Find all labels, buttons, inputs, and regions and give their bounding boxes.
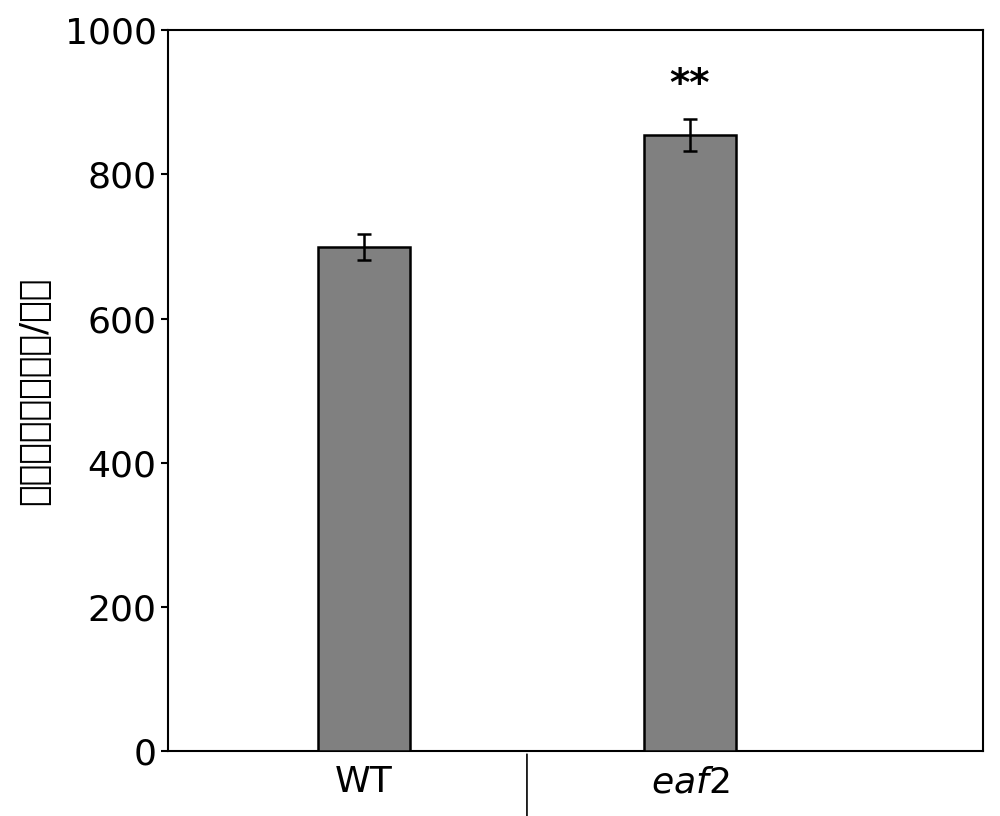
Y-axis label: 花青素含量（微克/克）: 花青素含量（微克/克） <box>17 277 51 505</box>
Bar <box>644 135 736 752</box>
Bar <box>318 246 410 752</box>
Text: **: ** <box>670 66 710 104</box>
